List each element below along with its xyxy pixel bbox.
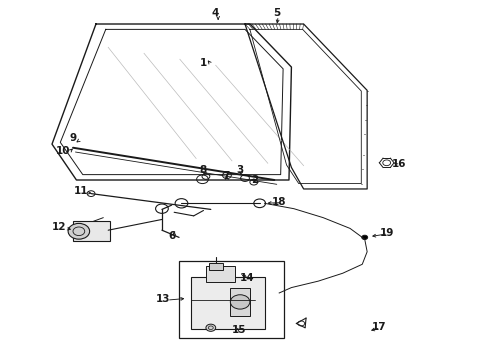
Text: 3: 3: [237, 165, 244, 175]
Text: 17: 17: [372, 322, 387, 332]
Circle shape: [68, 224, 90, 239]
Bar: [191, 277, 265, 329]
Text: 15: 15: [232, 325, 246, 335]
Text: 9: 9: [70, 133, 76, 143]
Circle shape: [156, 204, 168, 213]
Circle shape: [230, 295, 250, 309]
Text: 14: 14: [240, 273, 255, 283]
Text: 5: 5: [273, 8, 280, 18]
Circle shape: [206, 324, 216, 331]
Bar: [230, 288, 250, 316]
Circle shape: [254, 199, 266, 208]
Text: 2: 2: [251, 175, 258, 185]
Text: 18: 18: [272, 197, 287, 207]
Text: 6: 6: [168, 231, 175, 240]
Text: 10: 10: [56, 145, 71, 156]
Text: 1: 1: [200, 58, 207, 68]
Bar: [206, 266, 235, 282]
Bar: [73, 221, 110, 241]
Text: 13: 13: [156, 294, 170, 304]
Circle shape: [362, 235, 368, 239]
Text: 11: 11: [74, 186, 89, 197]
Circle shape: [175, 199, 188, 208]
Text: 4: 4: [212, 8, 220, 18]
Text: 12: 12: [52, 222, 67, 232]
Bar: [209, 263, 223, 270]
Bar: [179, 261, 284, 338]
Circle shape: [87, 191, 95, 197]
Text: 16: 16: [392, 159, 406, 169]
Text: 19: 19: [380, 228, 394, 238]
Text: 7: 7: [222, 171, 229, 181]
Text: 8: 8: [200, 165, 207, 175]
